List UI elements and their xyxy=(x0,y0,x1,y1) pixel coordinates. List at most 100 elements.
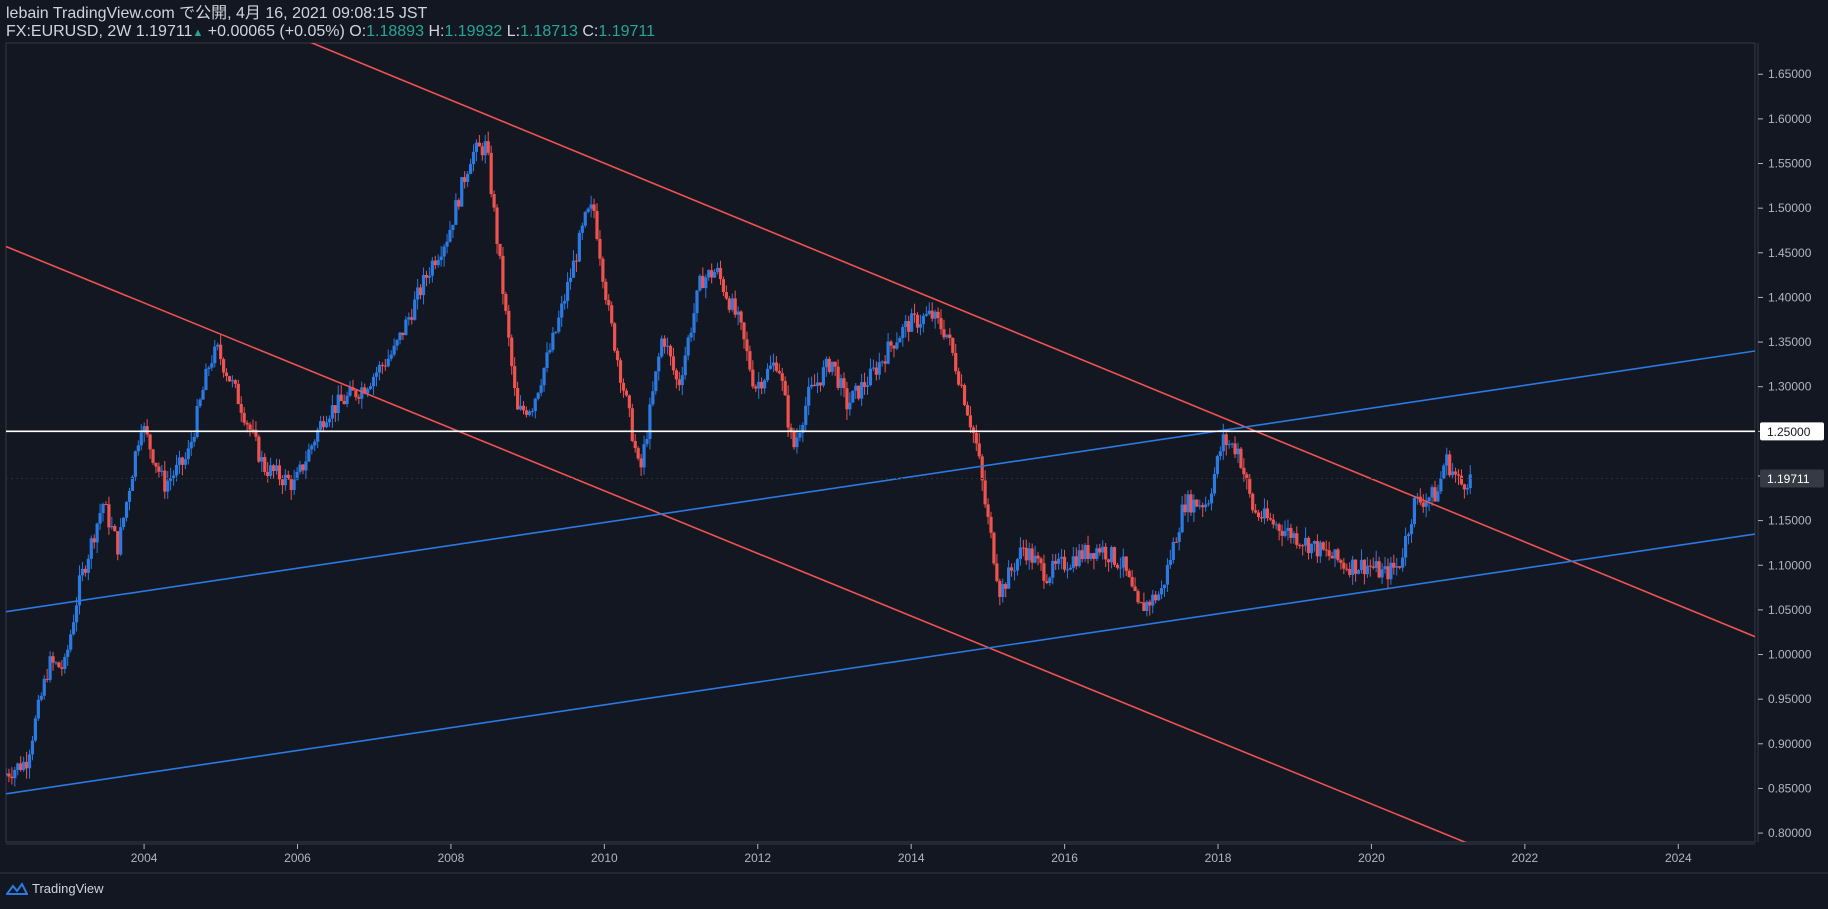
up-arrow-icon: ▲ xyxy=(192,27,204,39)
candle xyxy=(557,310,561,334)
candle xyxy=(877,352,881,380)
candle xyxy=(615,347,620,367)
candle xyxy=(524,406,529,418)
candle xyxy=(848,392,852,416)
candle xyxy=(1012,562,1017,581)
candle xyxy=(460,176,464,207)
candle xyxy=(1001,578,1005,603)
y-tick-label: 1.15000 xyxy=(1768,514,1812,528)
candle xyxy=(101,502,105,522)
candle xyxy=(22,756,26,772)
y-tick-label: 1.00000 xyxy=(1768,648,1812,662)
candle xyxy=(1192,494,1196,522)
low-value: 1.18713 xyxy=(520,23,578,40)
candle xyxy=(1215,454,1220,478)
candle xyxy=(263,453,267,476)
candle xyxy=(883,355,887,373)
candle xyxy=(892,344,896,358)
candle xyxy=(1383,556,1387,574)
upper-red-trendline[interactable] xyxy=(236,12,1755,638)
candle xyxy=(660,335,664,359)
candle xyxy=(718,260,723,285)
candle xyxy=(915,312,920,334)
last-price-badge: 1.19711 xyxy=(1760,469,1824,488)
lower-red-trendline[interactable] xyxy=(6,245,1471,845)
candle xyxy=(980,454,984,492)
candle xyxy=(216,342,220,351)
candle xyxy=(595,203,599,241)
candle xyxy=(1107,558,1111,572)
candle xyxy=(721,276,726,297)
candle xyxy=(1074,547,1078,570)
candle xyxy=(113,524,117,532)
candle xyxy=(301,463,305,475)
candle xyxy=(183,452,187,470)
candle xyxy=(724,285,728,301)
candle xyxy=(501,246,505,305)
candle xyxy=(42,675,46,700)
candle xyxy=(818,382,823,392)
candle xyxy=(627,394,631,418)
candle xyxy=(986,498,990,525)
candle xyxy=(889,339,893,353)
y-tick-label: 1.65000 xyxy=(1768,67,1812,81)
candle xyxy=(492,190,496,212)
candle xyxy=(39,692,43,702)
candle xyxy=(698,273,702,292)
candle xyxy=(1456,469,1461,486)
y-tick-label: 0.90000 xyxy=(1768,737,1812,751)
ohlc-legend: FX:EURUSD, 2W 1.19711▲ +0.00065 (+0.05%)… xyxy=(6,23,655,42)
candle xyxy=(421,267,426,305)
candle xyxy=(430,256,434,283)
candle xyxy=(321,415,326,433)
candle xyxy=(1401,548,1405,572)
candle xyxy=(1301,543,1305,556)
candle xyxy=(471,144,476,172)
candle xyxy=(1254,504,1258,514)
candle xyxy=(1201,502,1205,517)
candle xyxy=(1109,545,1114,569)
candle xyxy=(580,222,584,241)
candle xyxy=(1057,552,1061,570)
candle xyxy=(333,405,337,423)
y-tick-label: 1.55000 xyxy=(1768,157,1812,171)
candle xyxy=(939,309,943,335)
candle xyxy=(1421,494,1425,513)
candle xyxy=(1371,557,1375,570)
candle xyxy=(651,381,655,407)
candle xyxy=(654,371,658,395)
candle xyxy=(601,256,605,289)
candle xyxy=(224,368,229,382)
candle xyxy=(907,315,911,342)
close-value: 1.19711 xyxy=(598,23,656,40)
footer-brand[interactable]: TradingView xyxy=(6,881,104,896)
candle xyxy=(1036,551,1040,566)
candle xyxy=(336,385,340,422)
candle xyxy=(910,308,914,333)
candle xyxy=(1295,526,1299,549)
candle xyxy=(733,290,737,318)
upper-blue-channel[interactable] xyxy=(6,350,1755,613)
candle xyxy=(1442,463,1446,480)
candle xyxy=(107,496,111,535)
candle xyxy=(824,356,828,377)
candle xyxy=(1007,560,1011,589)
candle xyxy=(69,629,73,653)
candle xyxy=(786,385,790,437)
candle xyxy=(1306,536,1311,560)
candle xyxy=(701,267,705,289)
candle xyxy=(1133,577,1137,592)
svg-text:1.19711: 1.19711 xyxy=(1767,472,1810,486)
candle xyxy=(545,342,549,373)
candle xyxy=(1468,465,1472,495)
lower-blue-channel[interactable] xyxy=(6,533,1755,795)
candle xyxy=(692,303,696,341)
candle xyxy=(707,269,711,281)
y-tick-label: 0.80000 xyxy=(1768,826,1812,840)
candle xyxy=(1198,499,1202,510)
candle xyxy=(592,198,596,219)
candle xyxy=(6,767,8,777)
candle xyxy=(912,303,917,323)
candle xyxy=(54,661,58,665)
